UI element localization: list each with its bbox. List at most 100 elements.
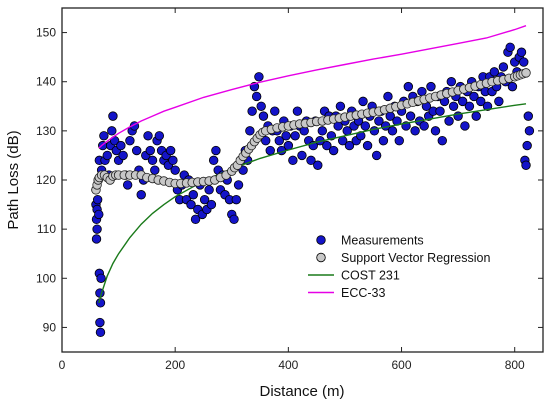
measurement-point <box>435 106 445 116</box>
measurement-point <box>231 194 241 205</box>
measurement-point <box>165 145 176 156</box>
measurement-point <box>374 116 384 126</box>
measurement-point <box>211 145 221 156</box>
measurement-point <box>274 135 284 146</box>
measurement-point <box>108 111 118 121</box>
measurement-point <box>383 91 393 102</box>
measurement-point <box>360 121 371 131</box>
measurement-point <box>387 126 398 136</box>
measurement-point <box>306 155 316 166</box>
x-tick-label: 800 <box>505 358 525 372</box>
measurement-point <box>145 145 155 156</box>
legend-label: Support Vector Regression <box>341 251 490 265</box>
measurement-point <box>521 160 531 170</box>
legend-marker <box>316 235 326 245</box>
measurement-point <box>437 135 447 146</box>
measurement-point <box>107 126 117 136</box>
measurement-point <box>322 140 332 151</box>
measurement-point <box>405 111 416 121</box>
measurement-point <box>489 67 500 77</box>
measurement-point <box>469 91 479 102</box>
measurement-point <box>410 126 420 136</box>
y-axis-title: Path Loss (dB) <box>5 130 22 229</box>
measurement-point <box>206 199 217 210</box>
measurement-point <box>131 145 142 156</box>
measurement-point <box>102 150 112 161</box>
measurement-point <box>281 131 291 141</box>
measurement-point <box>430 126 441 136</box>
measurement-point <box>94 209 104 220</box>
measurement-point <box>118 150 128 161</box>
measurement-point <box>122 180 133 190</box>
y-tick-label: 150 <box>36 26 56 40</box>
measurement-point <box>516 47 527 57</box>
measurement-point <box>258 111 269 121</box>
measurement-point <box>168 155 178 166</box>
measurement-point <box>92 224 102 234</box>
measurement-point <box>464 101 475 111</box>
measurement-point <box>95 327 106 338</box>
measurement-point <box>147 155 158 166</box>
measurement-point <box>394 135 404 146</box>
measurement-point <box>426 81 436 92</box>
measurement-point <box>136 190 146 200</box>
y-tick-label: 120 <box>36 173 56 187</box>
measurement-point <box>170 165 180 175</box>
measurement-point <box>522 140 532 151</box>
legend-label: Measurements <box>341 234 424 248</box>
measurement-point <box>446 77 457 87</box>
measurement-point <box>116 140 126 151</box>
measurement-point <box>313 160 323 170</box>
measurement-point <box>261 135 271 146</box>
measurement-point <box>95 298 106 308</box>
measurement-point <box>328 145 339 156</box>
measurement-point <box>317 126 328 136</box>
measurement-point <box>188 190 198 200</box>
measurement-point <box>482 101 493 111</box>
y-tick-label: 90 <box>43 320 57 334</box>
measurement-point <box>91 234 102 244</box>
measurement-point <box>369 126 380 136</box>
measurement-point <box>190 214 201 225</box>
measurement-point <box>523 111 533 121</box>
ecc-33-line <box>98 25 527 149</box>
x-tick-label: 600 <box>392 358 412 372</box>
measurement-point <box>245 126 255 136</box>
measurement-point <box>92 194 103 205</box>
x-axis-title: Distance (m) <box>259 383 344 400</box>
measurement-point <box>476 96 486 107</box>
measurement-point <box>204 185 214 195</box>
y-tick-label: 100 <box>36 271 56 285</box>
measurement-point <box>233 180 244 190</box>
measurement-point <box>150 165 160 175</box>
measurement-point <box>247 106 257 116</box>
measurement-point <box>498 62 509 72</box>
measurement-point <box>265 145 275 156</box>
measurement-point <box>457 96 468 107</box>
measurement-point <box>290 131 300 141</box>
measurement-point <box>417 86 427 97</box>
measurement-point <box>96 273 106 283</box>
measurement-point <box>254 72 264 82</box>
measurement-point <box>419 121 429 131</box>
measurement-point <box>143 131 153 141</box>
y-tick-label: 140 <box>36 75 56 89</box>
measurement-point <box>378 135 389 146</box>
measurement-point <box>335 101 346 111</box>
measurement-point <box>505 42 515 53</box>
measurement-point <box>288 155 298 166</box>
measurement-point <box>270 106 280 116</box>
measurement-point <box>471 111 481 121</box>
measurement-point <box>186 199 196 210</box>
measurement-point <box>371 150 382 161</box>
x-tick-label: 400 <box>278 358 298 372</box>
measurement-point <box>448 101 459 111</box>
measurement-point <box>199 194 210 205</box>
x-tick-label: 0 <box>59 358 66 372</box>
measurement-point <box>524 126 535 136</box>
measurement-point <box>251 91 262 102</box>
y-tick-label: 130 <box>36 124 56 138</box>
legend-label: COST 231 <box>341 269 400 283</box>
measurement-point <box>494 96 504 107</box>
measurement-point <box>356 131 366 141</box>
